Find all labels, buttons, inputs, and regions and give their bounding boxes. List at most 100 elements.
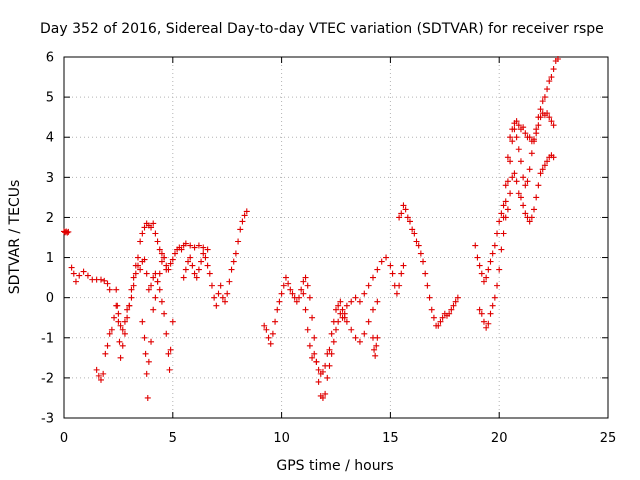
data-point xyxy=(137,266,144,273)
data-point xyxy=(515,146,522,153)
data-point xyxy=(487,258,494,265)
data-point xyxy=(476,262,483,269)
data-point xyxy=(474,254,481,261)
data-point xyxy=(144,394,151,401)
data-point xyxy=(124,306,131,313)
data-point xyxy=(337,298,344,305)
x-tick-label: 15 xyxy=(382,431,399,446)
data-point xyxy=(520,174,527,181)
data-point xyxy=(167,346,174,353)
data-point xyxy=(404,214,411,221)
data-point xyxy=(500,230,507,237)
data-point xyxy=(437,318,444,325)
data-point xyxy=(106,330,113,337)
y-tick-label: -3 xyxy=(41,412,54,427)
grid-lines xyxy=(64,57,608,418)
data-point xyxy=(343,318,350,325)
data-point xyxy=(319,394,326,401)
data-point xyxy=(413,238,420,245)
data-point xyxy=(211,294,218,301)
data-point xyxy=(491,242,498,249)
data-point xyxy=(522,130,529,137)
data-point xyxy=(306,294,313,301)
data-point xyxy=(348,298,355,305)
data-point xyxy=(128,294,135,301)
data-point xyxy=(374,298,381,305)
data-point xyxy=(546,78,553,85)
data-point xyxy=(472,242,479,249)
data-point xyxy=(116,338,123,345)
series-segment-9 xyxy=(369,334,381,359)
data-point xyxy=(369,306,376,313)
data-point xyxy=(535,114,542,121)
data-point xyxy=(424,282,431,289)
data-point xyxy=(298,286,305,293)
data-point xyxy=(272,318,279,325)
y-tick-label: 1 xyxy=(46,251,54,266)
data-point xyxy=(206,270,213,277)
data-point xyxy=(276,298,283,305)
data-point xyxy=(489,250,496,257)
data-point xyxy=(150,306,157,313)
data-point xyxy=(422,270,429,277)
data-point xyxy=(485,266,492,273)
data-point xyxy=(322,390,329,397)
data-point xyxy=(498,210,505,217)
y-axis-label: SDTVAR / TECUs xyxy=(7,180,23,295)
data-point xyxy=(104,280,111,287)
data-point xyxy=(511,170,518,177)
data-point xyxy=(365,318,372,325)
data-point xyxy=(535,182,542,189)
data-point xyxy=(115,318,122,325)
data-point xyxy=(156,246,163,253)
data-point xyxy=(204,262,211,269)
data-point xyxy=(289,290,296,297)
data-point xyxy=(439,314,446,321)
data-point xyxy=(152,294,159,301)
data-point xyxy=(182,240,189,247)
data-point xyxy=(450,302,457,309)
data-point xyxy=(282,274,289,281)
data-point xyxy=(302,274,309,281)
data-point xyxy=(158,250,165,257)
data-point xyxy=(550,154,557,161)
y-tick-label: -1 xyxy=(41,331,54,346)
data-point xyxy=(498,246,505,253)
data-point xyxy=(302,306,309,313)
data-point xyxy=(374,334,381,341)
data-point xyxy=(150,220,157,227)
data-point xyxy=(115,310,122,317)
data-point xyxy=(142,350,149,357)
data-point xyxy=(483,274,490,281)
data-point xyxy=(132,270,139,277)
data-point xyxy=(169,318,176,325)
data-point xyxy=(285,280,292,287)
data-point xyxy=(309,314,316,321)
data-point xyxy=(243,208,250,215)
data-point xyxy=(361,330,368,337)
data-point xyxy=(339,306,346,313)
data-point xyxy=(241,212,248,219)
series-segment-6 xyxy=(180,208,250,309)
data-point xyxy=(263,326,270,333)
y-tick-label: 5 xyxy=(46,91,54,106)
data-point xyxy=(224,290,231,297)
data-point xyxy=(287,286,294,293)
data-point xyxy=(84,272,91,279)
series-segment-3 xyxy=(93,220,211,383)
data-point xyxy=(300,290,307,297)
data-point xyxy=(111,314,118,321)
data-point xyxy=(454,294,461,301)
data-point xyxy=(546,114,553,121)
data-point xyxy=(154,238,161,245)
data-point xyxy=(156,286,163,293)
data-point xyxy=(134,262,141,269)
data-point xyxy=(239,218,246,225)
data-point xyxy=(335,302,342,309)
data-point xyxy=(187,242,194,249)
data-point xyxy=(134,254,141,261)
data-point xyxy=(126,302,133,309)
data-point xyxy=(101,277,108,284)
y-tick-label: 3 xyxy=(46,171,54,186)
data-point xyxy=(478,310,485,317)
